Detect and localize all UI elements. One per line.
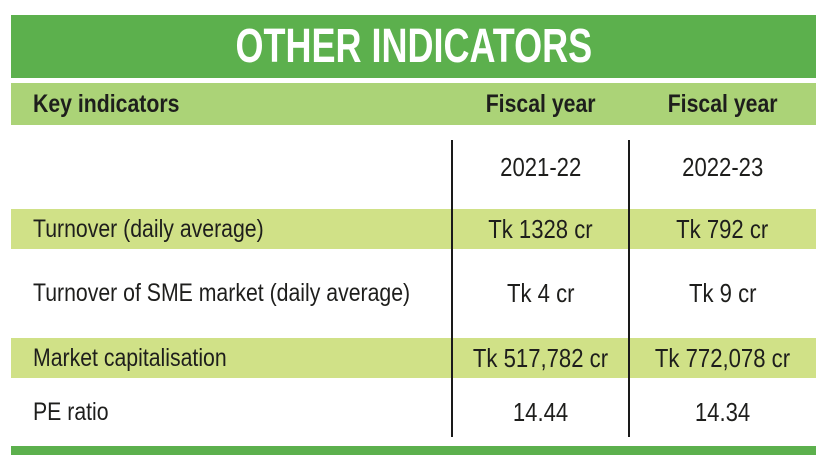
subheader-cell-2021-22: 2021-22 — [452, 125, 629, 209]
header-label: Key indicators — [33, 89, 180, 118]
row-value-cell: Tk 1328 cr — [452, 209, 629, 249]
column-divider-1 — [451, 140, 453, 437]
row-value-cell: Tk 772,078 cr — [629, 338, 816, 378]
row-value: Tk 772,078 cr — [654, 342, 791, 373]
row-value: Tk 4 cr — [506, 278, 575, 308]
row-value-cell: Tk 517,782 cr — [452, 338, 629, 378]
table-row: Turnover (daily average) Tk 1328 cr Tk 7… — [11, 209, 816, 249]
header-cell-fiscal-year-2: Fiscal year — [629, 83, 816, 125]
other-indicators-table: OTHER INDICATORS Key indicators Fiscal y… — [11, 15, 816, 455]
table-subheader-row: 2021-22 2022-23 — [11, 125, 816, 209]
row-value: 14.44 — [512, 396, 569, 427]
row-label-cell: PE ratio — [11, 378, 452, 446]
row-value: Tk 517,782 cr — [472, 342, 609, 373]
header-cell-key-indicators: Key indicators — [11, 83, 452, 125]
header-label: Fiscal year — [667, 89, 778, 118]
row-value: Tk 792 cr — [676, 213, 769, 244]
subheader-cell-empty — [11, 125, 452, 209]
row-value-cell: Tk 9 cr — [629, 249, 816, 338]
fiscal-year-value: 2022-23 — [681, 151, 764, 182]
row-label: Market capitalisation — [33, 343, 227, 372]
row-label-cell: Market capitalisation — [11, 338, 452, 378]
row-value-cell: Tk 4 cr — [452, 249, 629, 338]
subheader-cell-2022-23: 2022-23 — [629, 125, 816, 209]
table-row: Market capitalisation Tk 517,782 cr Tk 7… — [11, 338, 816, 378]
row-label: Turnover of SME market (daily average) — [33, 279, 411, 307]
row-value: Tk 1328 cr — [488, 213, 593, 244]
row-value: Tk 9 cr — [688, 278, 757, 308]
title-band: OTHER INDICATORS — [11, 15, 816, 78]
table-row: PE ratio 14.44 14.34 — [11, 378, 816, 446]
row-value: 14.34 — [694, 396, 751, 427]
page-title: OTHER INDICATORS — [235, 19, 592, 73]
row-label: PE ratio — [33, 397, 109, 426]
header-cell-fiscal-year-1: Fiscal year — [452, 83, 629, 125]
table-row: Turnover of SME market (daily average) T… — [11, 249, 816, 338]
header-label: Fiscal year — [485, 89, 596, 118]
column-divider-2 — [628, 140, 630, 437]
bottom-accent-bar — [11, 446, 816, 455]
fiscal-year-value: 2021-22 — [499, 151, 582, 182]
row-label-cell: Turnover (daily average) — [11, 209, 452, 249]
row-value-cell: 14.34 — [629, 378, 816, 446]
table-header-row: Key indicators Fiscal year Fiscal year — [11, 83, 816, 125]
row-label-cell: Turnover of SME market (daily average) — [11, 249, 452, 338]
row-value-cell: 14.44 — [452, 378, 629, 446]
row-value-cell: Tk 792 cr — [629, 209, 816, 249]
row-label: Turnover (daily average) — [33, 214, 264, 243]
